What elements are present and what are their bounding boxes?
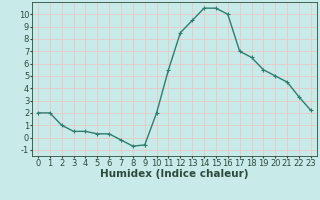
X-axis label: Humidex (Indice chaleur): Humidex (Indice chaleur) — [100, 169, 249, 179]
